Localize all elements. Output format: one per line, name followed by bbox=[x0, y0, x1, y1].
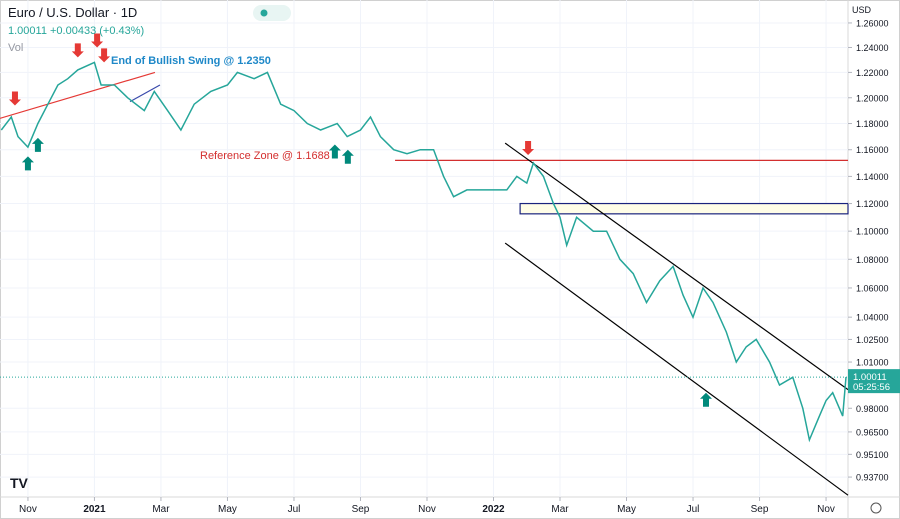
overlay-line bbox=[0, 71, 156, 119]
settings-icon[interactable] bbox=[870, 502, 882, 514]
signal-arrow bbox=[98, 48, 111, 63]
y-tick-label: 1.24000 bbox=[856, 43, 889, 53]
x-tick-label: Nov bbox=[817, 504, 835, 515]
chart-title: Euro / U.S. Dollar · 1D bbox=[8, 5, 137, 20]
y-tick-label: 1.14000 bbox=[856, 172, 889, 182]
x-tick-label: May bbox=[617, 504, 636, 515]
logo: TV bbox=[10, 475, 29, 491]
annotation: Reference Zone @ 1.1688 bbox=[200, 150, 330, 162]
quote: 1.00011 +0.00433 (+0.43%) bbox=[8, 25, 144, 37]
y-tick-label: 0.96500 bbox=[856, 427, 889, 437]
currency: USD bbox=[852, 5, 872, 15]
volume-label: Vol bbox=[8, 42, 23, 54]
overlay-line bbox=[504, 142, 849, 391]
y-tick-label: 1.02500 bbox=[856, 335, 889, 345]
x-tick-label: Mar bbox=[152, 504, 170, 515]
x-tick-label: Sep bbox=[751, 504, 769, 515]
y-tick-label: 1.12000 bbox=[856, 199, 889, 209]
signal-arrow bbox=[522, 141, 535, 156]
status-dot bbox=[260, 9, 268, 17]
overlay-line bbox=[504, 242, 849, 496]
overlay-line bbox=[129, 84, 161, 103]
signal-arrow bbox=[31, 137, 44, 152]
x-tick-label: May bbox=[218, 504, 237, 515]
price-tag-label: 1.00011 bbox=[853, 372, 887, 383]
x-tick-label: Jul bbox=[687, 504, 700, 515]
x-tick-label: Nov bbox=[418, 504, 436, 515]
x-tick-label: Nov bbox=[19, 504, 37, 515]
x-tick-label: Jul bbox=[288, 504, 301, 515]
y-tick-label: 1.20000 bbox=[856, 93, 889, 103]
y-tick-label: 1.26000 bbox=[856, 18, 889, 28]
y-tick-label: 1.16000 bbox=[856, 145, 889, 155]
y-tick-label: 1.10000 bbox=[856, 227, 889, 237]
x-tick-label: 2022 bbox=[482, 504, 505, 515]
x-tick-label: Sep bbox=[352, 504, 370, 515]
y-tick-label: 1.04000 bbox=[856, 313, 889, 323]
y-tick-label: 1.18000 bbox=[856, 119, 889, 129]
y-tick-label: 0.95100 bbox=[856, 450, 889, 460]
y-tick-label: 0.98000 bbox=[856, 404, 889, 414]
x-tick-label: Mar bbox=[551, 504, 569, 515]
plot-area bbox=[0, 0, 849, 497]
signal-arrow bbox=[71, 43, 84, 58]
zone bbox=[519, 202, 849, 215]
countdown: 05:25:56 bbox=[853, 382, 890, 393]
signal-arrow bbox=[328, 144, 341, 159]
annotation: End of Bullish Swing @ 1.2350 bbox=[111, 55, 271, 67]
y-tick-label: 1.01000 bbox=[856, 358, 889, 368]
signal-arrow bbox=[91, 33, 104, 48]
x-tick-label: 2021 bbox=[83, 504, 106, 515]
y-tick-label: 1.08000 bbox=[856, 255, 889, 265]
signal-arrow bbox=[341, 149, 354, 164]
price-tag bbox=[848, 369, 900, 394]
y-tick-label: 1.22000 bbox=[856, 68, 889, 78]
price-line bbox=[0, 61, 847, 443]
signal-arrow bbox=[700, 392, 713, 407]
y-tick-label: 1.06000 bbox=[856, 283, 889, 293]
signal-arrow bbox=[8, 91, 21, 106]
status-pill[interactable] bbox=[253, 5, 291, 21]
signal-arrow bbox=[21, 156, 34, 171]
y-tick-label: 0.93700 bbox=[856, 473, 889, 483]
